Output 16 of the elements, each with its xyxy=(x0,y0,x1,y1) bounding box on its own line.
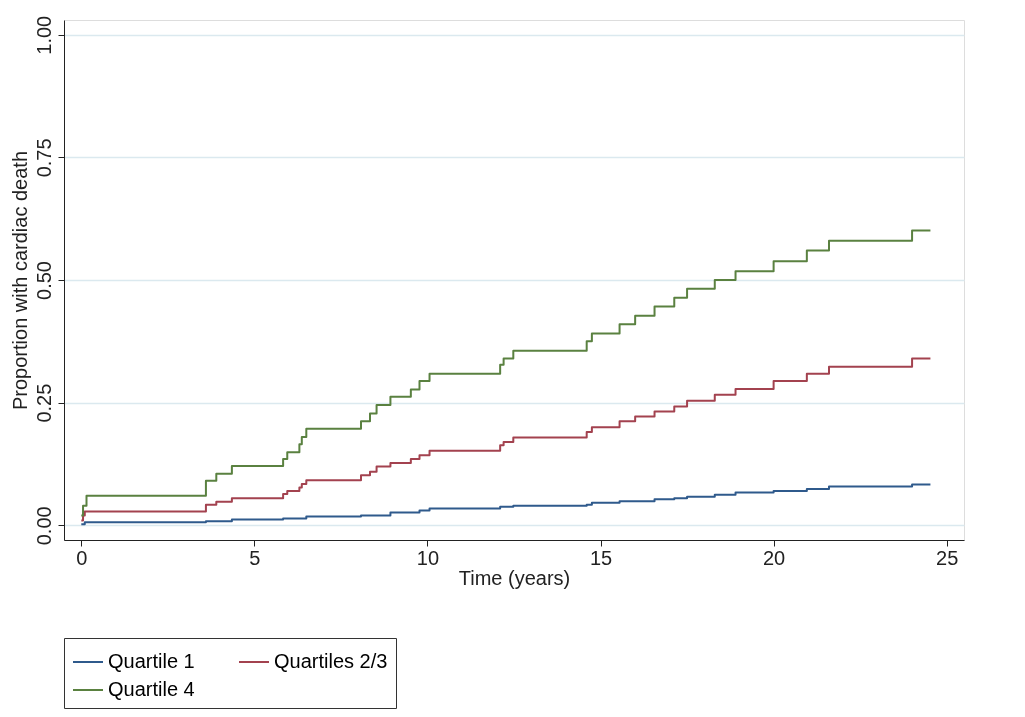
y-tick-label: 0.75 xyxy=(32,138,55,178)
y-tick-label: 1.00 xyxy=(32,15,55,55)
y-tick-label: 0.25 xyxy=(32,383,55,423)
legend-label: Quartile 4 xyxy=(108,678,195,700)
x-tick-label: 10 xyxy=(416,546,440,569)
y-tick-label: 0.00 xyxy=(32,506,55,546)
x-axis-title: Time (years) xyxy=(458,566,571,589)
x-tick-label: 5 xyxy=(249,546,261,569)
x-tick-label: 25 xyxy=(936,546,959,569)
x-tick-label: 20 xyxy=(762,546,786,569)
x-tick-label: 0 xyxy=(76,546,88,569)
y-axis-title: Proportion with cardiac death xyxy=(8,150,31,411)
legend-label: Quartile 1 xyxy=(108,650,195,672)
legend-label: Quartiles 2/3 xyxy=(274,650,388,672)
y-tick-label: 0.50 xyxy=(32,261,55,300)
x-tick-label: 15 xyxy=(589,546,613,569)
